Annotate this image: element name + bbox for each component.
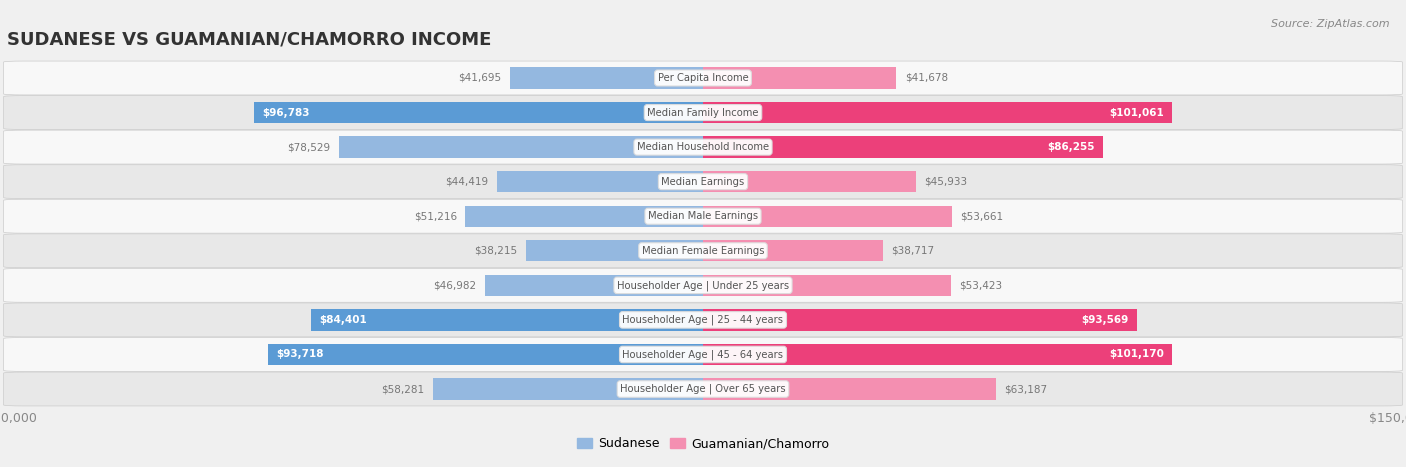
Bar: [254, 102, 703, 123]
Text: $96,783: $96,783: [263, 107, 309, 118]
Text: $51,216: $51,216: [413, 211, 457, 221]
Text: Per Capita Income: Per Capita Income: [658, 73, 748, 83]
Text: $86,255: $86,255: [1047, 142, 1095, 152]
Bar: [254, 102, 703, 123]
Text: Householder Age | Over 65 years: Householder Age | Over 65 years: [620, 384, 786, 394]
Bar: [311, 309, 703, 331]
Text: $46,982: $46,982: [433, 280, 477, 290]
Bar: [703, 136, 1104, 158]
Text: $101,170: $101,170: [1109, 349, 1164, 360]
Bar: [703, 171, 917, 192]
Text: Median Female Earnings: Median Female Earnings: [641, 246, 765, 256]
Text: $93,718: $93,718: [277, 349, 323, 360]
Text: Median Male Earnings: Median Male Earnings: [648, 211, 758, 221]
Text: SUDANESE VS GUAMANIAN/CHAMORRO INCOME: SUDANESE VS GUAMANIAN/CHAMORRO INCOME: [7, 30, 492, 48]
Text: $58,281: $58,281: [381, 384, 425, 394]
FancyBboxPatch shape: [4, 303, 1402, 337]
Text: $38,215: $38,215: [474, 246, 517, 256]
Text: $45,933: $45,933: [925, 177, 967, 187]
Bar: [269, 344, 703, 365]
FancyBboxPatch shape: [4, 96, 1402, 129]
Text: Householder Age | 45 - 64 years: Householder Age | 45 - 64 years: [623, 349, 783, 360]
Bar: [703, 136, 1104, 158]
Text: $63,187: $63,187: [1004, 384, 1047, 394]
Text: $53,661: $53,661: [960, 211, 1004, 221]
FancyBboxPatch shape: [4, 165, 1402, 198]
Text: Householder Age | 25 - 44 years: Householder Age | 25 - 44 years: [623, 315, 783, 325]
Bar: [703, 344, 1173, 365]
Legend: Sudanese, Guamanian/Chamorro: Sudanese, Guamanian/Chamorro: [572, 432, 834, 455]
Bar: [703, 102, 1173, 123]
Text: $84,401: $84,401: [319, 315, 367, 325]
Bar: [465, 205, 703, 227]
Bar: [703, 378, 997, 400]
FancyBboxPatch shape: [4, 199, 1402, 233]
Bar: [526, 240, 703, 262]
Bar: [703, 67, 897, 89]
Text: Median Earnings: Median Earnings: [661, 177, 745, 187]
Text: Median Household Income: Median Household Income: [637, 142, 769, 152]
Text: $53,423: $53,423: [959, 280, 1002, 290]
Text: Source: ZipAtlas.com: Source: ZipAtlas.com: [1271, 19, 1389, 28]
Text: $78,529: $78,529: [287, 142, 330, 152]
Bar: [269, 344, 703, 365]
Bar: [703, 309, 1137, 331]
Bar: [311, 309, 703, 331]
Text: $101,061: $101,061: [1109, 107, 1164, 118]
Bar: [509, 67, 703, 89]
FancyBboxPatch shape: [4, 372, 1402, 406]
Bar: [496, 171, 703, 192]
Bar: [433, 378, 703, 400]
Bar: [703, 309, 1137, 331]
Bar: [703, 344, 1173, 365]
FancyBboxPatch shape: [4, 269, 1402, 302]
Bar: [703, 240, 883, 262]
Bar: [703, 205, 952, 227]
Bar: [703, 275, 950, 296]
Text: $93,569: $93,569: [1081, 315, 1129, 325]
Text: $41,678: $41,678: [904, 73, 948, 83]
Text: $41,695: $41,695: [458, 73, 501, 83]
Text: $44,419: $44,419: [446, 177, 488, 187]
FancyBboxPatch shape: [4, 338, 1402, 371]
Bar: [703, 102, 1173, 123]
Bar: [485, 275, 703, 296]
Bar: [339, 136, 703, 158]
Text: $38,717: $38,717: [891, 246, 934, 256]
FancyBboxPatch shape: [4, 234, 1402, 268]
FancyBboxPatch shape: [4, 130, 1402, 164]
FancyBboxPatch shape: [4, 61, 1402, 95]
Text: Householder Age | Under 25 years: Householder Age | Under 25 years: [617, 280, 789, 290]
Text: Median Family Income: Median Family Income: [647, 107, 759, 118]
